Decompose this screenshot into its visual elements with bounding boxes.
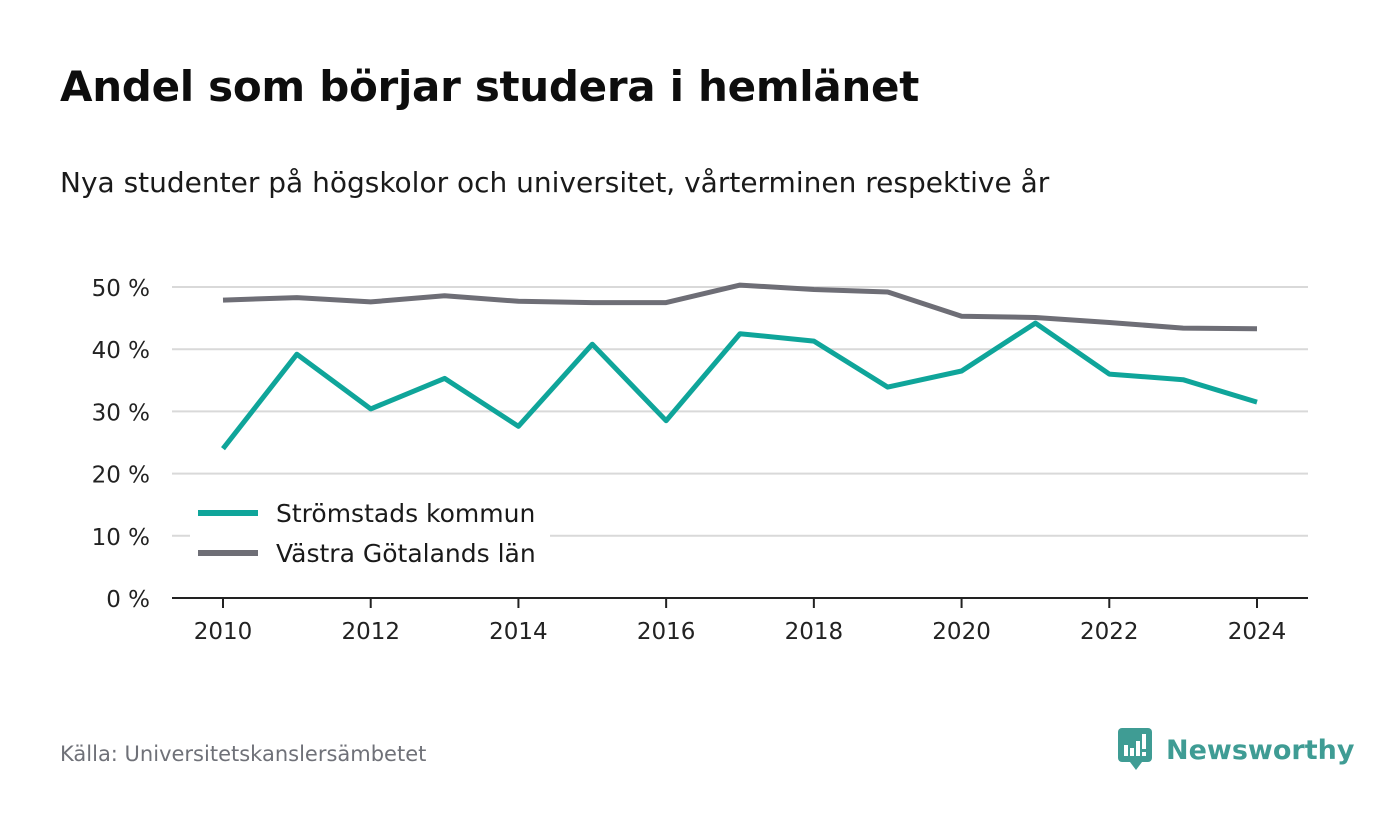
y-tick-label: 10 % [92, 525, 150, 551]
y-tick-label: 20 % [92, 463, 150, 489]
legend-background [190, 494, 550, 574]
x-tick-label: 2010 [194, 619, 253, 645]
series-lines [221, 282, 1258, 451]
line-chart: 0 % 10 % 20 % 30 % 40 % 50 % 2010 2012 2014 2016… [92, 276, 1308, 645]
y-tick-label: 30 % [92, 400, 150, 426]
brand-name: Newsworthy [1166, 734, 1355, 766]
x-tick-label: 2018 [785, 619, 844, 645]
x-tick-label: 2014 [489, 619, 548, 645]
chart-title: Andel som börjar studera i hemlänet [60, 62, 919, 111]
x-axis-ticks: 2010 2012 2014 2016 2018 2020 2022 2024 [194, 598, 1287, 645]
x-tick-label: 2022 [1080, 619, 1139, 645]
y-tick-label: 40 % [92, 338, 150, 364]
y-axis-ticks: 0 % 10 % 20 % 30 % 40 % 50 % [92, 276, 150, 613]
legend-label: Strömstads kommun [276, 499, 535, 528]
x-tick-label: 2020 [932, 619, 991, 645]
x-tick-label: 2012 [341, 619, 400, 645]
chart-subtitle: Nya studenter på högskolor och universit… [60, 166, 1050, 199]
series-line [221, 320, 1258, 451]
y-tick-label: 50 % [92, 276, 150, 302]
source-note: Källa: Universitetskanslersämbetet [60, 742, 427, 766]
series-line [222, 282, 1258, 332]
y-tick-label: 0 % [106, 587, 150, 613]
legend-label: Västra Götalands län [276, 539, 536, 568]
newsworthy-chart-bubble-icon [1118, 728, 1152, 770]
x-tick-label: 2016 [637, 619, 696, 645]
legend: Strömstads kommun Västra Götalands län [190, 494, 550, 574]
x-tick-label: 2024 [1228, 619, 1287, 645]
brand-logo: Newsworthy [1118, 728, 1354, 772]
